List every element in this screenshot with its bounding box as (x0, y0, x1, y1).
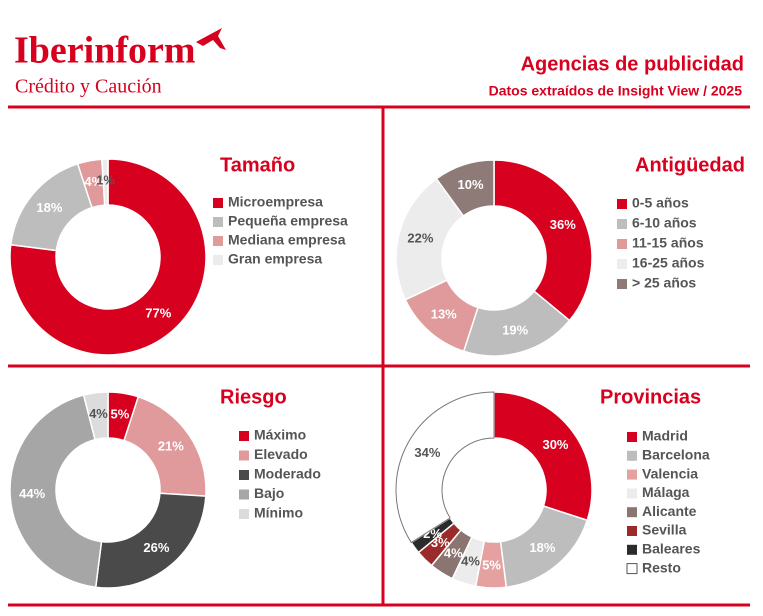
value-label: 10% (457, 177, 483, 192)
value-label: 22% (407, 231, 433, 246)
legend-label: Elevado (254, 446, 308, 462)
legend-label: Valencia (642, 465, 698, 481)
legend-label: Microempresa (228, 194, 323, 210)
legend-swatch (617, 239, 627, 249)
legend-label: 16-25 años (632, 255, 705, 271)
donut-slice (395, 391, 495, 544)
legend-swatch (626, 563, 638, 575)
value-label: 5% (110, 406, 129, 421)
legend-swatch (239, 489, 249, 500)
donut-slice (82, 391, 109, 441)
legend-label: 6-10 años (632, 215, 697, 231)
value-label: 4% (444, 546, 463, 561)
chart-title: Provincias (600, 386, 701, 408)
page-title: Agencias de publicidad (521, 53, 744, 75)
legend-label: Máximo (254, 427, 306, 443)
value-label: 36% (550, 217, 576, 232)
logo-icon (196, 28, 226, 50)
legend-swatch (627, 450, 637, 461)
legend-swatch (627, 488, 637, 499)
donut-slice (395, 177, 465, 301)
legend-label: Málaga (642, 484, 690, 500)
legend-label: Baleares (642, 541, 701, 557)
value-label: 4% (89, 406, 108, 421)
legend-label: Gran empresa (228, 251, 322, 267)
legend-swatch (617, 199, 627, 209)
legend-label: Barcelona (642, 447, 710, 463)
chart-title: Antigüedad (635, 154, 745, 176)
value-label: 77% (145, 305, 171, 320)
legend-label: Madrid (642, 428, 688, 444)
legend-label: Resto (642, 559, 681, 575)
legend-label: Pequeña empresa (228, 213, 348, 229)
value-label: 19% (502, 322, 528, 337)
legend-swatch (627, 507, 637, 518)
chart-title: Tamaño (220, 154, 295, 176)
logo-subtitle: Crédito y Caución (15, 76, 162, 98)
legend-label: Sevilla (642, 522, 687, 538)
legend-swatch (627, 544, 637, 555)
value-label: 18% (529, 540, 555, 555)
value-label: 30% (542, 437, 568, 452)
donut-slice (94, 492, 207, 589)
legend-swatch (213, 198, 223, 208)
donut-slice (101, 158, 109, 206)
legend-swatch (213, 236, 223, 246)
legend-label: Alicante (642, 503, 697, 519)
donut-slice (435, 159, 495, 217)
legend-label: 0-5 años (632, 195, 689, 211)
legend-swatch (617, 279, 627, 289)
logo: Iberinform (14, 30, 196, 72)
legend-label: Moderado (254, 466, 321, 482)
legend-swatch (239, 450, 249, 461)
value-label: 4% (84, 174, 103, 189)
legend-swatch (627, 432, 637, 442)
legend-swatch (239, 470, 249, 480)
legend-swatch (239, 431, 249, 441)
value-label: 5% (482, 557, 501, 572)
value-label: 1% (96, 172, 115, 187)
legend-label: 11-15 años (632, 235, 704, 251)
donut-slice (9, 394, 103, 589)
chart-title: Riesgo (220, 386, 287, 408)
legend-label: > 25 años (632, 275, 696, 291)
legend-swatch (617, 259, 627, 269)
value-label: 34% (414, 445, 440, 460)
donut-slice (493, 159, 593, 322)
legend-swatch (617, 219, 627, 229)
value-label: 13% (431, 306, 457, 321)
value-label: 26% (143, 540, 169, 555)
donut-slice (9, 158, 207, 356)
legend-label: Mínimo (254, 505, 303, 521)
value-label: 18% (36, 200, 62, 215)
legend-swatch (213, 255, 223, 265)
value-label: 4% (461, 554, 480, 569)
legend-swatch (239, 509, 249, 519)
donut-slice (493, 391, 593, 522)
legend-label: Mediana empresa (228, 232, 346, 248)
value-label: 21% (158, 439, 184, 454)
legend-swatch (627, 469, 637, 480)
value-label: 44% (19, 486, 45, 501)
legend-label: Bajo (254, 485, 284, 501)
page-subtitle: Datos extraídos de Insight View / 2025 (489, 83, 743, 99)
legend-swatch (213, 217, 223, 227)
legend-swatch (627, 526, 637, 536)
